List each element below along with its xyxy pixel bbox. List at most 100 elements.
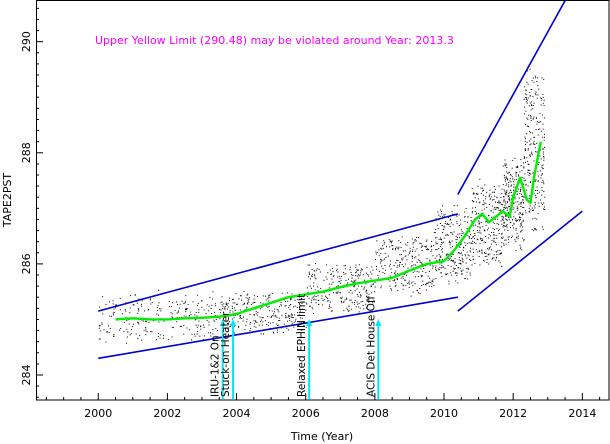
scatter-point [189, 315, 190, 317]
scatter-point [521, 176, 523, 178]
scatter-point [460, 219, 462, 221]
scatter-point [391, 245, 393, 247]
scatter-point [303, 324, 305, 326]
scatter-point [372, 269, 374, 271]
scatter-point [420, 262, 422, 264]
scatter-point [530, 117, 532, 119]
scatter-point [285, 312, 287, 314]
scatter-point [242, 304, 244, 306]
scatter-point [491, 249, 492, 251]
scatter-point [234, 307, 236, 309]
scatter-point [311, 297, 313, 299]
scatter-point [421, 275, 423, 277]
scatter-point [390, 268, 392, 270]
scatter-point [508, 196, 509, 198]
scatter-point [532, 218, 534, 220]
scatter-point [101, 322, 103, 324]
scatter-point [291, 317, 293, 319]
scatter-point [232, 307, 233, 309]
scatter-point [482, 226, 484, 228]
scatter-point [387, 255, 389, 257]
scatter-point [331, 310, 333, 311]
scatter-point [523, 240, 525, 242]
scatter-point [362, 305, 364, 306]
scatter-point [483, 200, 485, 202]
scatter-point [498, 202, 500, 204]
scatter-point [143, 329, 145, 331]
scatter-point [480, 187, 482, 189]
scatter-point [529, 182, 531, 183]
scatter-point [541, 189, 543, 191]
scatter-point [349, 299, 351, 301]
scatter-point [455, 272, 456, 274]
scatter-point [521, 229, 523, 231]
scatter-point [290, 304, 291, 306]
scatter-point [201, 300, 203, 302]
scatter-point [203, 326, 205, 328]
scatter-point [185, 310, 187, 312]
scatter-point [380, 247, 382, 249]
scatter-point [471, 264, 473, 266]
scatter-point [156, 339, 157, 341]
scatter-point [525, 124, 526, 126]
scatter-point [294, 299, 296, 301]
scatter-point [442, 266, 444, 268]
scatter-point [493, 229, 495, 230]
scatter-point [305, 302, 307, 304]
scatter-point [537, 213, 539, 215]
scatter-point [371, 266, 373, 268]
scatter-point [350, 299, 352, 301]
scatter-point [439, 223, 441, 224]
scatter-point [482, 259, 484, 261]
scatter-point [519, 192, 521, 194]
scatter-point [537, 85, 539, 87]
scatter-point [315, 296, 317, 297]
scatter-point [447, 234, 449, 236]
scatter-point [277, 329, 278, 331]
scatter-point [253, 320, 255, 322]
scatter-point [108, 325, 110, 327]
scatter-point [236, 303, 237, 305]
scatter-point [542, 102, 544, 104]
scatter-point [103, 329, 105, 331]
scatter-point [476, 201, 477, 203]
scatter-point [520, 206, 522, 207]
scatter-point [524, 148, 526, 150]
scatter-point [497, 223, 499, 225]
scatter-point [126, 320, 128, 321]
scatter-point [290, 299, 291, 301]
scatter-point [234, 325, 235, 327]
scatter-point [522, 196, 524, 198]
scatter-point [542, 168, 544, 170]
scatter-point [220, 302, 222, 304]
scatter-point [511, 237, 512, 238]
scatter-point [376, 240, 378, 242]
scatter-point [314, 277, 316, 279]
scatter-point [460, 243, 462, 245]
scatter-point [313, 299, 315, 301]
scatter-point [223, 303, 225, 305]
scatter-point [332, 281, 334, 283]
scatter-point [486, 191, 488, 193]
scatter-point [425, 282, 427, 284]
limit-violation-annotation: Upper Yellow Limit (290.48) may be viola… [95, 34, 454, 47]
scatter-point [463, 232, 465, 234]
scatter-point [148, 308, 149, 310]
scatter-point [527, 118, 529, 120]
scatter-point [491, 232, 493, 233]
scatter-point [542, 123, 544, 125]
scatter-point [526, 102, 528, 104]
scatter-point [521, 214, 523, 216]
scatter-point [112, 300, 114, 302]
scatter-point [516, 237, 518, 239]
scatter-point [120, 328, 122, 330]
scatter-point [325, 276, 327, 278]
scatter-point [438, 248, 440, 249]
scatter-point [409, 252, 411, 254]
scatter-point [509, 227, 511, 229]
scatter-point [464, 216, 466, 218]
scatter-point [245, 324, 247, 326]
scatter-point [460, 223, 462, 225]
scatter-point [124, 309, 126, 311]
scatter-point [358, 274, 360, 276]
